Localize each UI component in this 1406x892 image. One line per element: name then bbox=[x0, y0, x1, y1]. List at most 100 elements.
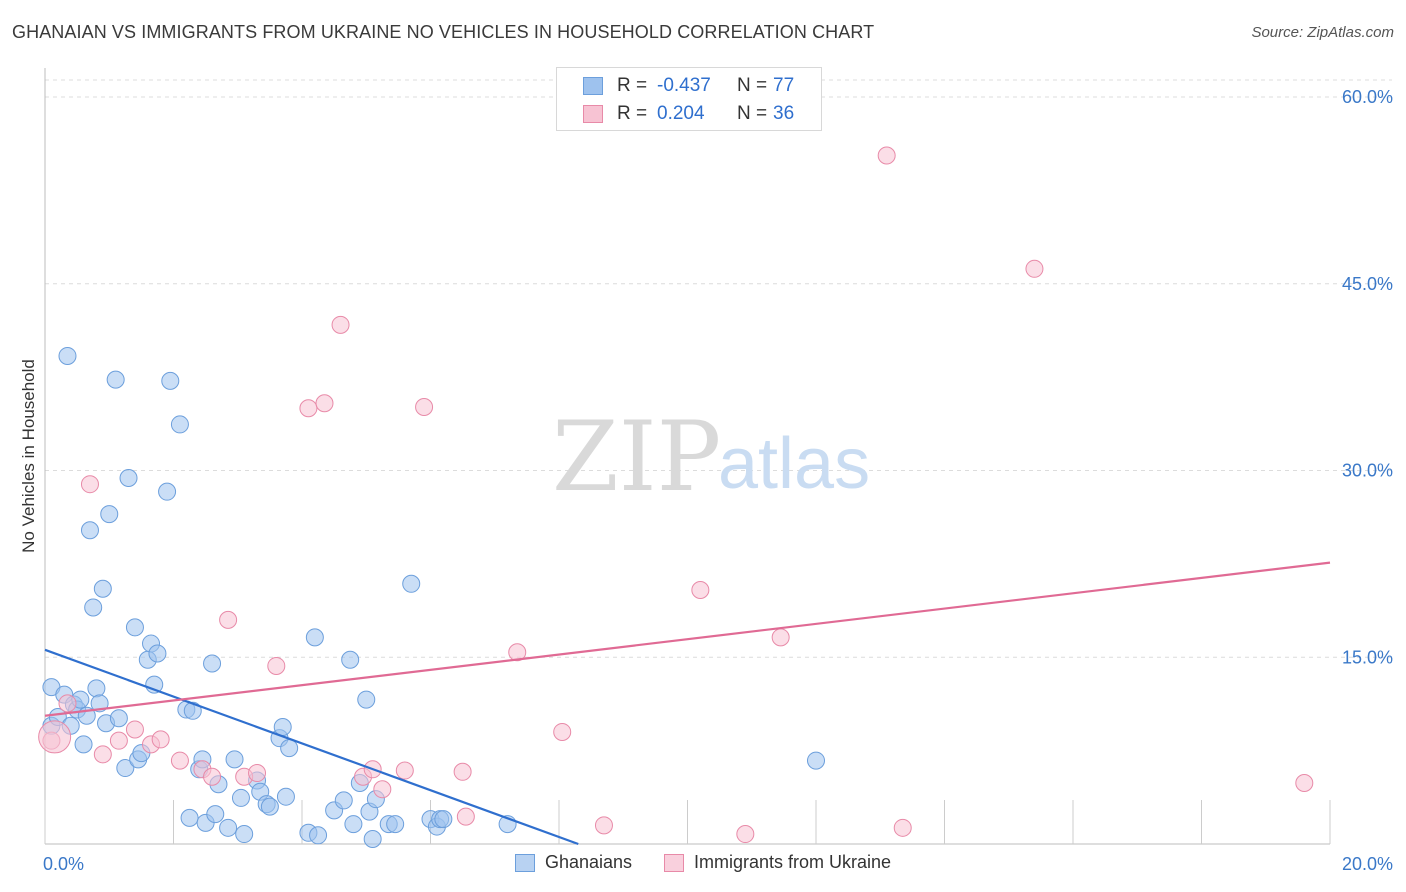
legend-n-value: 36 bbox=[773, 103, 795, 124]
point-ukraine bbox=[415, 398, 434, 417]
point-ghanaians bbox=[183, 701, 202, 720]
legend-n-value: 77 bbox=[773, 75, 795, 96]
watermark: ZIP atlas bbox=[552, 401, 870, 513]
point-ghanaians bbox=[344, 815, 363, 834]
point-ghanaians bbox=[807, 751, 825, 770]
point-ghanaians bbox=[84, 598, 103, 617]
point-ukraine bbox=[80, 475, 99, 494]
point-ukraine bbox=[299, 399, 318, 418]
series-swatch-ghanaians bbox=[514, 853, 535, 872]
point-ghanaians bbox=[158, 482, 177, 501]
point-ukraine bbox=[553, 722, 572, 741]
y-tick-label: 30.0% bbox=[1342, 461, 1393, 481]
gridlines bbox=[45, 79, 1392, 658]
source-credit: Source: ZipAtlas.com bbox=[1251, 24, 1394, 41]
point-ukraine-large bbox=[38, 720, 72, 754]
series-legend-ukraine[interactable]: Immigrants from Ukraine bbox=[664, 852, 891, 873]
point-ghanaians bbox=[58, 346, 77, 365]
y-tick-label: 60.0% bbox=[1342, 87, 1393, 107]
point-ghanaians bbox=[334, 791, 353, 810]
point-ghanaians bbox=[106, 370, 125, 389]
point-ghanaians bbox=[170, 415, 189, 434]
trend-line-ukraine bbox=[44, 561, 1331, 717]
point-ukraine bbox=[151, 730, 170, 749]
point-ukraine bbox=[125, 720, 144, 739]
point-ukraine bbox=[736, 825, 755, 844]
point-ghanaians bbox=[276, 787, 295, 806]
point-ukraine bbox=[58, 694, 77, 713]
point-ukraine bbox=[170, 751, 189, 770]
point-ghanaians bbox=[125, 618, 144, 637]
point-ukraine bbox=[893, 818, 912, 837]
point-ghanaians bbox=[206, 805, 225, 824]
tick-labels: 15.0% 30.0% 45.0% 60.0% 0.0% 20.0% bbox=[43, 87, 1393, 874]
point-ukraine bbox=[248, 764, 267, 783]
point-ghanaians bbox=[203, 654, 222, 673]
point-ghanaians bbox=[119, 468, 138, 487]
point-ukraine bbox=[877, 146, 896, 165]
point-ghanaians bbox=[116, 759, 135, 778]
point-ghanaians bbox=[434, 810, 453, 829]
legend-r-value: -0.437 bbox=[657, 75, 711, 96]
y-tick-label: 15.0% bbox=[1342, 647, 1393, 667]
watermark-zip: ZIP bbox=[552, 401, 721, 513]
point-ukraine bbox=[109, 731, 128, 750]
point-ukraine bbox=[453, 762, 472, 781]
point-ukraine bbox=[1025, 259, 1044, 278]
point-ukraine bbox=[203, 767, 222, 786]
legend-swatch-ghanaians bbox=[583, 77, 603, 95]
x-tick-label: 20.0% bbox=[1342, 854, 1393, 874]
legend-n-label: N = bbox=[737, 75, 768, 96]
watermark-atlas: atlas bbox=[718, 424, 870, 504]
point-ghanaians bbox=[74, 735, 93, 754]
point-ghanaians bbox=[280, 739, 299, 758]
point-ghanaians bbox=[305, 628, 324, 647]
point-ghanaians bbox=[148, 644, 167, 663]
point-ukraine bbox=[456, 807, 475, 826]
y-tick-label: 45.0% bbox=[1342, 274, 1393, 294]
legend-swatch-ukraine bbox=[583, 105, 603, 123]
trend-line-ghanaians bbox=[44, 648, 579, 846]
point-ghanaians bbox=[273, 717, 292, 736]
point-ukraine bbox=[93, 745, 112, 764]
legend-r-value: 0.204 bbox=[657, 103, 705, 124]
legend-row-ghanaians: R = -0.437 N = 77 bbox=[557, 73, 794, 99]
point-ukraine bbox=[267, 656, 286, 675]
point-ghanaians bbox=[341, 650, 360, 669]
point-ghanaians bbox=[402, 574, 421, 593]
point-ghanaians bbox=[109, 709, 128, 728]
legend-row-ukraine: R = 0.204 N = 36 bbox=[557, 101, 794, 127]
point-ghanaians bbox=[161, 371, 180, 390]
point-ukraine bbox=[373, 780, 392, 799]
point-ukraine bbox=[331, 315, 350, 334]
trend-lines bbox=[44, 561, 1331, 846]
point-ghanaians bbox=[225, 750, 244, 769]
point-ukraine bbox=[594, 816, 613, 835]
point-ukraine bbox=[1295, 773, 1314, 792]
data-points bbox=[38, 146, 1314, 849]
point-ghanaians bbox=[231, 788, 250, 807]
point-ukraine bbox=[315, 394, 334, 413]
point-ghanaians bbox=[219, 818, 238, 837]
point-ghanaians bbox=[309, 826, 328, 845]
point-ghanaians bbox=[80, 521, 99, 540]
series-legend: Ghanaians Immigrants from Ukraine bbox=[0, 852, 1406, 873]
point-ghanaians bbox=[100, 505, 119, 524]
point-ukraine bbox=[508, 643, 527, 662]
point-ukraine bbox=[395, 761, 414, 780]
point-ghanaians bbox=[363, 830, 382, 849]
point-ghanaians bbox=[235, 825, 254, 844]
chart-title: GHANAIAN VS IMMIGRANTS FROM UKRAINE NO V… bbox=[12, 22, 875, 42]
point-ghanaians bbox=[260, 797, 279, 816]
point-ghanaians bbox=[357, 690, 376, 709]
series-label-ukraine: Immigrants from Ukraine bbox=[694, 852, 892, 872]
series-legend-ghanaians[interactable]: Ghanaians bbox=[514, 852, 632, 873]
correlation-legend: R = -0.437 N = 77 R = 0.204 N = 36 bbox=[556, 67, 822, 131]
point-ukraine bbox=[219, 610, 238, 629]
point-ghanaians bbox=[90, 694, 109, 713]
point-ukraine bbox=[691, 581, 710, 600]
point-ghanaians bbox=[180, 808, 199, 827]
x-tick-label: 0.0% bbox=[43, 854, 84, 874]
legend-n-label: N = bbox=[737, 103, 768, 124]
